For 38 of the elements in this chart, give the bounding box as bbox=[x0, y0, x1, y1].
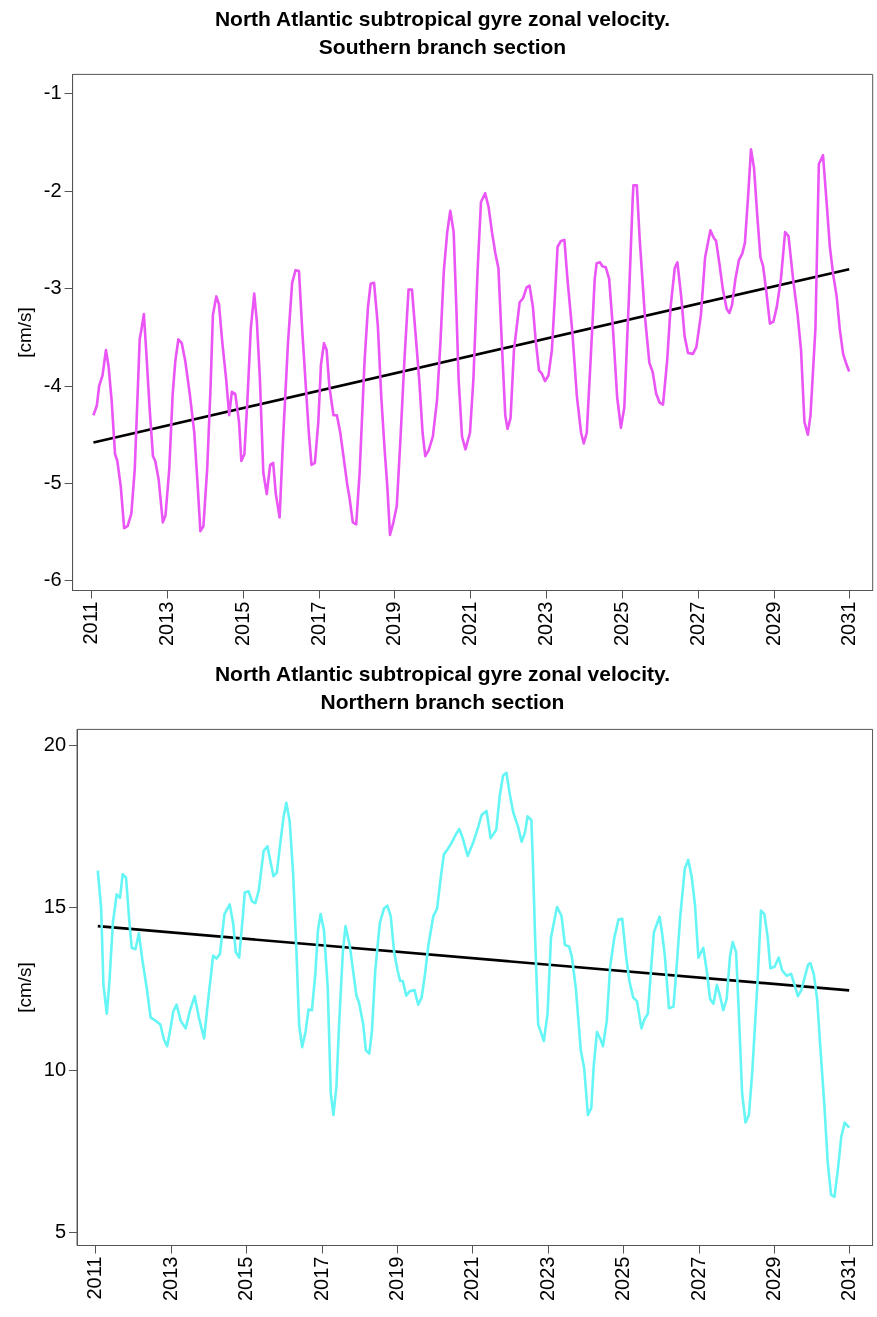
y-tick-label: -3 bbox=[43, 276, 62, 299]
x-tick-label: 2015 bbox=[230, 601, 253, 647]
y-tick-label: 20 bbox=[43, 733, 67, 756]
x-tick-label: 2025 bbox=[611, 1256, 634, 1302]
chart-subtitle: Northern branch section bbox=[320, 689, 565, 713]
x-tick-label: 2017 bbox=[306, 601, 329, 647]
chart-subtitle: Southern branch section bbox=[318, 34, 567, 58]
x-tick-label: 2011 bbox=[83, 1256, 106, 1300]
x-tick-label: 2025 bbox=[609, 601, 632, 647]
y-tick-label: -6 bbox=[43, 568, 62, 591]
x-tick-label: 2013 bbox=[154, 601, 177, 647]
x-tick-label: 2023 bbox=[534, 601, 557, 647]
chart-title: North Atlantic subtropical gyre zonal velocity. bbox=[214, 662, 671, 686]
x-tick-label: 2029 bbox=[761, 601, 784, 647]
x-tick-label: 2019 bbox=[385, 1256, 408, 1302]
y-tick-label: 5 bbox=[54, 1220, 67, 1243]
x-tick-label: 2013 bbox=[158, 1256, 181, 1302]
x-tick-label: 2031 bbox=[837, 1256, 860, 1302]
y-tick-label: 15 bbox=[43, 895, 67, 918]
x-tick-label: 2017 bbox=[309, 1256, 332, 1302]
x-tick-label: 2015 bbox=[234, 1256, 257, 1302]
y-axis-title: [cm/s] bbox=[13, 307, 35, 358]
x-tick-label: 2027 bbox=[685, 601, 708, 647]
chart-title: North Atlantic subtropical gyre zonal velocity. bbox=[214, 7, 671, 31]
x-tick-label: 2031 bbox=[837, 601, 860, 647]
y-tick-label: -4 bbox=[43, 373, 62, 396]
y-tick-label: -5 bbox=[43, 470, 62, 493]
y-axis-title: [cm/s] bbox=[13, 962, 35, 1013]
x-tick-label: 2029 bbox=[762, 1256, 785, 1302]
x-tick-label: 2027 bbox=[686, 1256, 709, 1302]
x-tick-label: 2019 bbox=[382, 601, 405, 647]
x-tick-label: 2011 bbox=[79, 601, 102, 645]
x-tick-label: 2021 bbox=[458, 601, 481, 647]
x-tick-label: 2021 bbox=[460, 1256, 483, 1302]
y-tick-label: -1 bbox=[43, 81, 62, 104]
y-tick-label: 10 bbox=[43, 1057, 67, 1080]
y-tick-label: -2 bbox=[43, 178, 62, 201]
x-tick-label: 2023 bbox=[535, 1256, 558, 1302]
